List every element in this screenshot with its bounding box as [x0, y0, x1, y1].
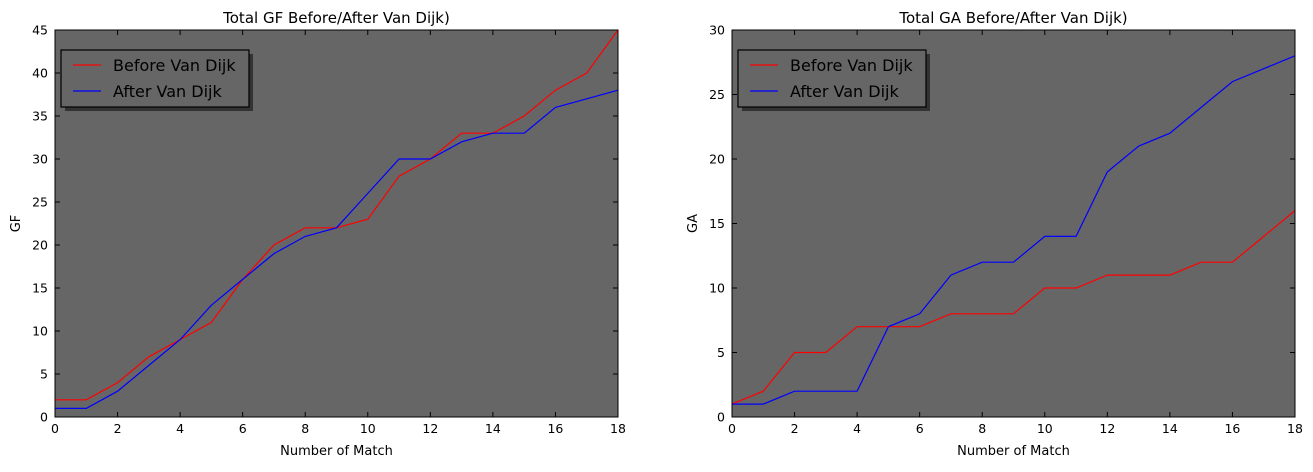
x-tick-label: 16	[1224, 421, 1240, 436]
chart-title: Total GF Before/After Van Dijk)	[222, 9, 450, 27]
y-tick-label: 40	[32, 66, 48, 81]
x-tick-label: 4	[853, 421, 861, 436]
chart-gf: 0 2 4 6 8 10 12 14 16 18 0 5 10 15 20 25 30 35 40 45 Total G…	[9, 9, 626, 459]
x-tick-label: 12	[422, 421, 438, 436]
legend: Before Van Dijk After Van Dijk	[60, 49, 253, 111]
x-tick-label: 14	[485, 421, 501, 436]
legend: Before Van Dijk After Van Dijk	[737, 49, 930, 111]
x-axis-label: Number of Match	[957, 444, 1070, 459]
legend-label-after-van-dijk: After Van Dijk	[113, 82, 222, 101]
legend-label-after-van-dijk: After Van Dijk	[790, 82, 899, 101]
x-tick-label: 18	[610, 421, 626, 436]
x-tick-label: 8	[301, 421, 309, 436]
x-axis-label: Number of Match	[280, 444, 393, 459]
legend-box	[737, 49, 927, 108]
y-tick-label: 10	[32, 324, 48, 339]
x-tick-label: 18	[1287, 421, 1303, 436]
y-tick-label: 0	[717, 410, 725, 425]
x-tick-label: 2	[114, 421, 122, 436]
y-axis-label: GF	[9, 215, 24, 233]
chart-title: Total GA Before/After Van Dijk)	[898, 9, 1127, 27]
series-line-before-van-dijk	[731, 210, 1296, 405]
legend-label-before-van-dijk: Before Van Dijk	[790, 56, 913, 75]
y-tick-label: 45	[32, 23, 48, 38]
y-tick-label: 20	[32, 238, 48, 253]
chart-ga: 0 2 4 6 8 10 12 14 16 18 0 5 10 15 20 25 30 Total GA Befo…	[686, 9, 1303, 459]
legend-box	[60, 49, 250, 108]
y-tick-label: 20	[709, 152, 725, 167]
x-tick-label: 8	[978, 421, 986, 436]
y-tick-label: 35	[32, 109, 48, 124]
x-tick-label: 14	[1162, 421, 1178, 436]
x-tick-label: 16	[547, 421, 563, 436]
x-tick-label: 10	[360, 421, 376, 436]
y-tick-label: 15	[709, 216, 725, 231]
y-tick-label: 5	[717, 345, 725, 360]
legend-label-before-van-dijk: Before Van Dijk	[113, 56, 236, 75]
x-tick-label: 0	[51, 421, 59, 436]
x-tick-label: 2	[791, 421, 799, 436]
x-tick-label: 4	[176, 421, 184, 436]
plot-frame	[54, 29, 619, 418]
y-tick-label: 30	[709, 23, 725, 38]
y-tick-label: 25	[709, 87, 725, 102]
x-tick-label: 12	[1099, 421, 1115, 436]
y-tick-label: 5	[40, 367, 48, 382]
y-tick-label: 0	[40, 410, 48, 425]
x-tick-label: 6	[916, 421, 924, 436]
y-tick-label: 10	[709, 281, 725, 296]
series-line-after-van-dijk	[55, 89, 619, 409]
y-tick-label: 15	[32, 281, 48, 296]
x-tick-label: 10	[1037, 421, 1053, 436]
x-tick-label: 6	[239, 421, 247, 436]
x-tick-label: 0	[728, 421, 736, 436]
y-tick-label: 30	[32, 152, 48, 167]
y-axis-label: GA	[686, 214, 701, 233]
y-tick-label: 25	[32, 195, 48, 210]
series-line-after-van-dijk	[732, 55, 1296, 405]
